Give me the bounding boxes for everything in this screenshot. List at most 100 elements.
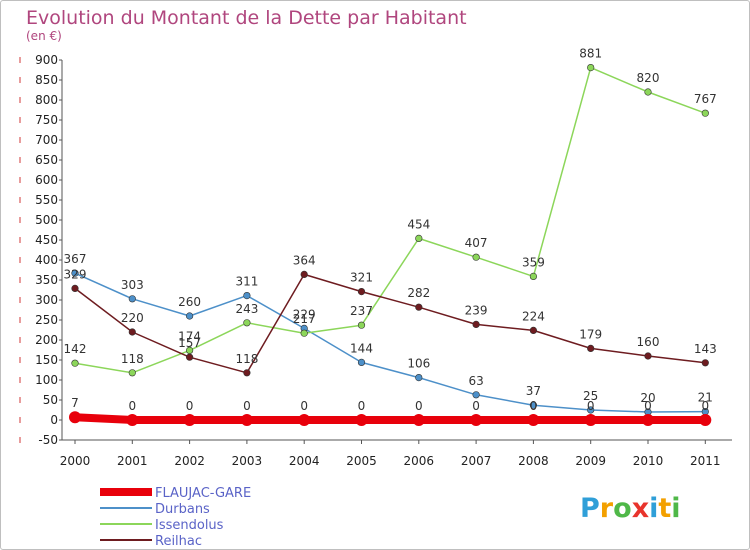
data-point	[71, 269, 79, 277]
data-point	[186, 312, 194, 320]
logo-letter: t	[658, 493, 671, 524]
data-point	[355, 414, 368, 426]
y-tick-label: 900	[35, 53, 58, 67]
data-point	[298, 414, 311, 426]
y-tick-label: 600	[35, 173, 58, 187]
data-label: 237	[350, 304, 373, 318]
logo-letter: r	[600, 493, 614, 524]
data-label: 0	[358, 399, 366, 413]
data-point	[126, 414, 139, 426]
data-label: 63	[468, 374, 483, 388]
series-layer: 367 303 260 311 229 144 106 63 37 25 20 21 142 118 174…	[64, 47, 717, 426]
data-point	[71, 284, 79, 293]
data-point	[71, 359, 79, 367]
series-flaujac-gare: 7 0 0 0 0 0 0 0 0 0 0 0	[69, 396, 712, 426]
series-issendolus: 142 118 174 243 217 237 454 407 359 881 820 767	[64, 47, 717, 377]
data-label: 364	[293, 253, 316, 267]
data-label: 0	[415, 399, 423, 413]
data-point	[415, 303, 423, 311]
logo-letter: x	[632, 493, 649, 524]
data-point	[470, 414, 483, 426]
data-label: 0	[587, 399, 595, 413]
series-line	[74, 66, 706, 374]
series-durbans: 367 303 260 311 229 144 106 63 37 25 20 21	[64, 252, 713, 416]
y-tick-label: 650	[35, 153, 58, 167]
data-label: 7	[71, 396, 79, 410]
data-point	[128, 328, 136, 336]
logo-letter: P	[580, 493, 600, 524]
data-label: 303	[121, 278, 144, 292]
data-point	[529, 401, 538, 409]
data-point	[415, 234, 423, 242]
data-label: 282	[407, 286, 430, 300]
legend-label: Issendolus	[155, 518, 224, 533]
data-point	[644, 352, 652, 360]
data-point	[243, 292, 251, 300]
series-line	[74, 413, 706, 424]
series-reilhac: 329 220 157 118 364 321 282 239 224 179 160 143	[64, 253, 717, 377]
data-label: 0	[701, 399, 709, 413]
legend-item-durbans: Durbans	[100, 502, 210, 517]
data-label: 179	[579, 327, 602, 341]
x-tick-label: 2007	[461, 454, 492, 468]
y-tick-label: 350	[35, 273, 58, 287]
data-label: 367	[64, 252, 87, 266]
data-label: 820	[637, 71, 660, 85]
data-point	[472, 391, 480, 399]
data-label: 881	[579, 47, 602, 61]
y-tick-label: 850	[35, 73, 58, 87]
data-point	[183, 414, 196, 426]
data-point	[587, 406, 595, 414]
logo-letter: i	[649, 493, 658, 524]
y-tick-label: -50	[38, 433, 58, 447]
y-tick-label: 100	[35, 373, 58, 387]
y-tick-label: 550	[35, 193, 58, 207]
data-point	[243, 319, 251, 327]
legend-label: Durbans	[155, 502, 210, 517]
y-tick-label: 500	[35, 213, 58, 227]
data-label: 106	[407, 357, 430, 371]
legend-item-issendolus: Issendolus	[100, 518, 224, 533]
data-label: 454	[407, 217, 430, 231]
data-point	[412, 414, 425, 426]
y-tick-label: 800	[35, 93, 58, 107]
data-label: 0	[186, 399, 194, 413]
data-label: 239	[465, 303, 488, 317]
data-point	[357, 321, 366, 329]
data-label: 0	[128, 399, 136, 413]
axes: -500501001502002503003504004505005506006…	[19, 53, 732, 468]
y-tick-label: 50	[43, 393, 58, 407]
data-label: 224	[522, 309, 545, 323]
data-label: 217	[293, 312, 316, 326]
data-label: 767	[694, 92, 717, 106]
data-label: 229	[293, 307, 316, 321]
y-tick-label: 400	[35, 253, 58, 267]
data-point	[300, 270, 308, 279]
data-label: 144	[350, 341, 373, 355]
data-point	[128, 369, 136, 377]
data-point	[642, 414, 654, 426]
data-label: 0	[472, 399, 480, 413]
chart-subtitle: (en €)	[26, 29, 62, 43]
data-label: 21	[698, 391, 713, 405]
x-tick-label: 2010	[633, 454, 664, 468]
data-point	[701, 359, 709, 367]
x-tick-label: 2001	[117, 454, 148, 468]
data-label: 260	[178, 295, 201, 309]
x-tick-label: 2006	[404, 454, 435, 468]
x-tick-label: 2008	[518, 454, 549, 468]
y-tick-label: 750	[35, 113, 58, 127]
logo-letter: o	[613, 493, 632, 524]
data-point	[357, 358, 366, 367]
data-point	[587, 344, 595, 353]
legend-label: FLAUJAC-GARE	[155, 486, 251, 501]
x-tick-label: 2009	[575, 454, 606, 468]
data-label: 157	[178, 336, 201, 350]
x-tick-label: 2004	[289, 454, 320, 468]
data-point	[300, 329, 308, 337]
x-tick-label: 2000	[60, 454, 91, 468]
y-tick-label: 450	[35, 233, 58, 247]
x-tick-label: 2002	[174, 454, 205, 468]
